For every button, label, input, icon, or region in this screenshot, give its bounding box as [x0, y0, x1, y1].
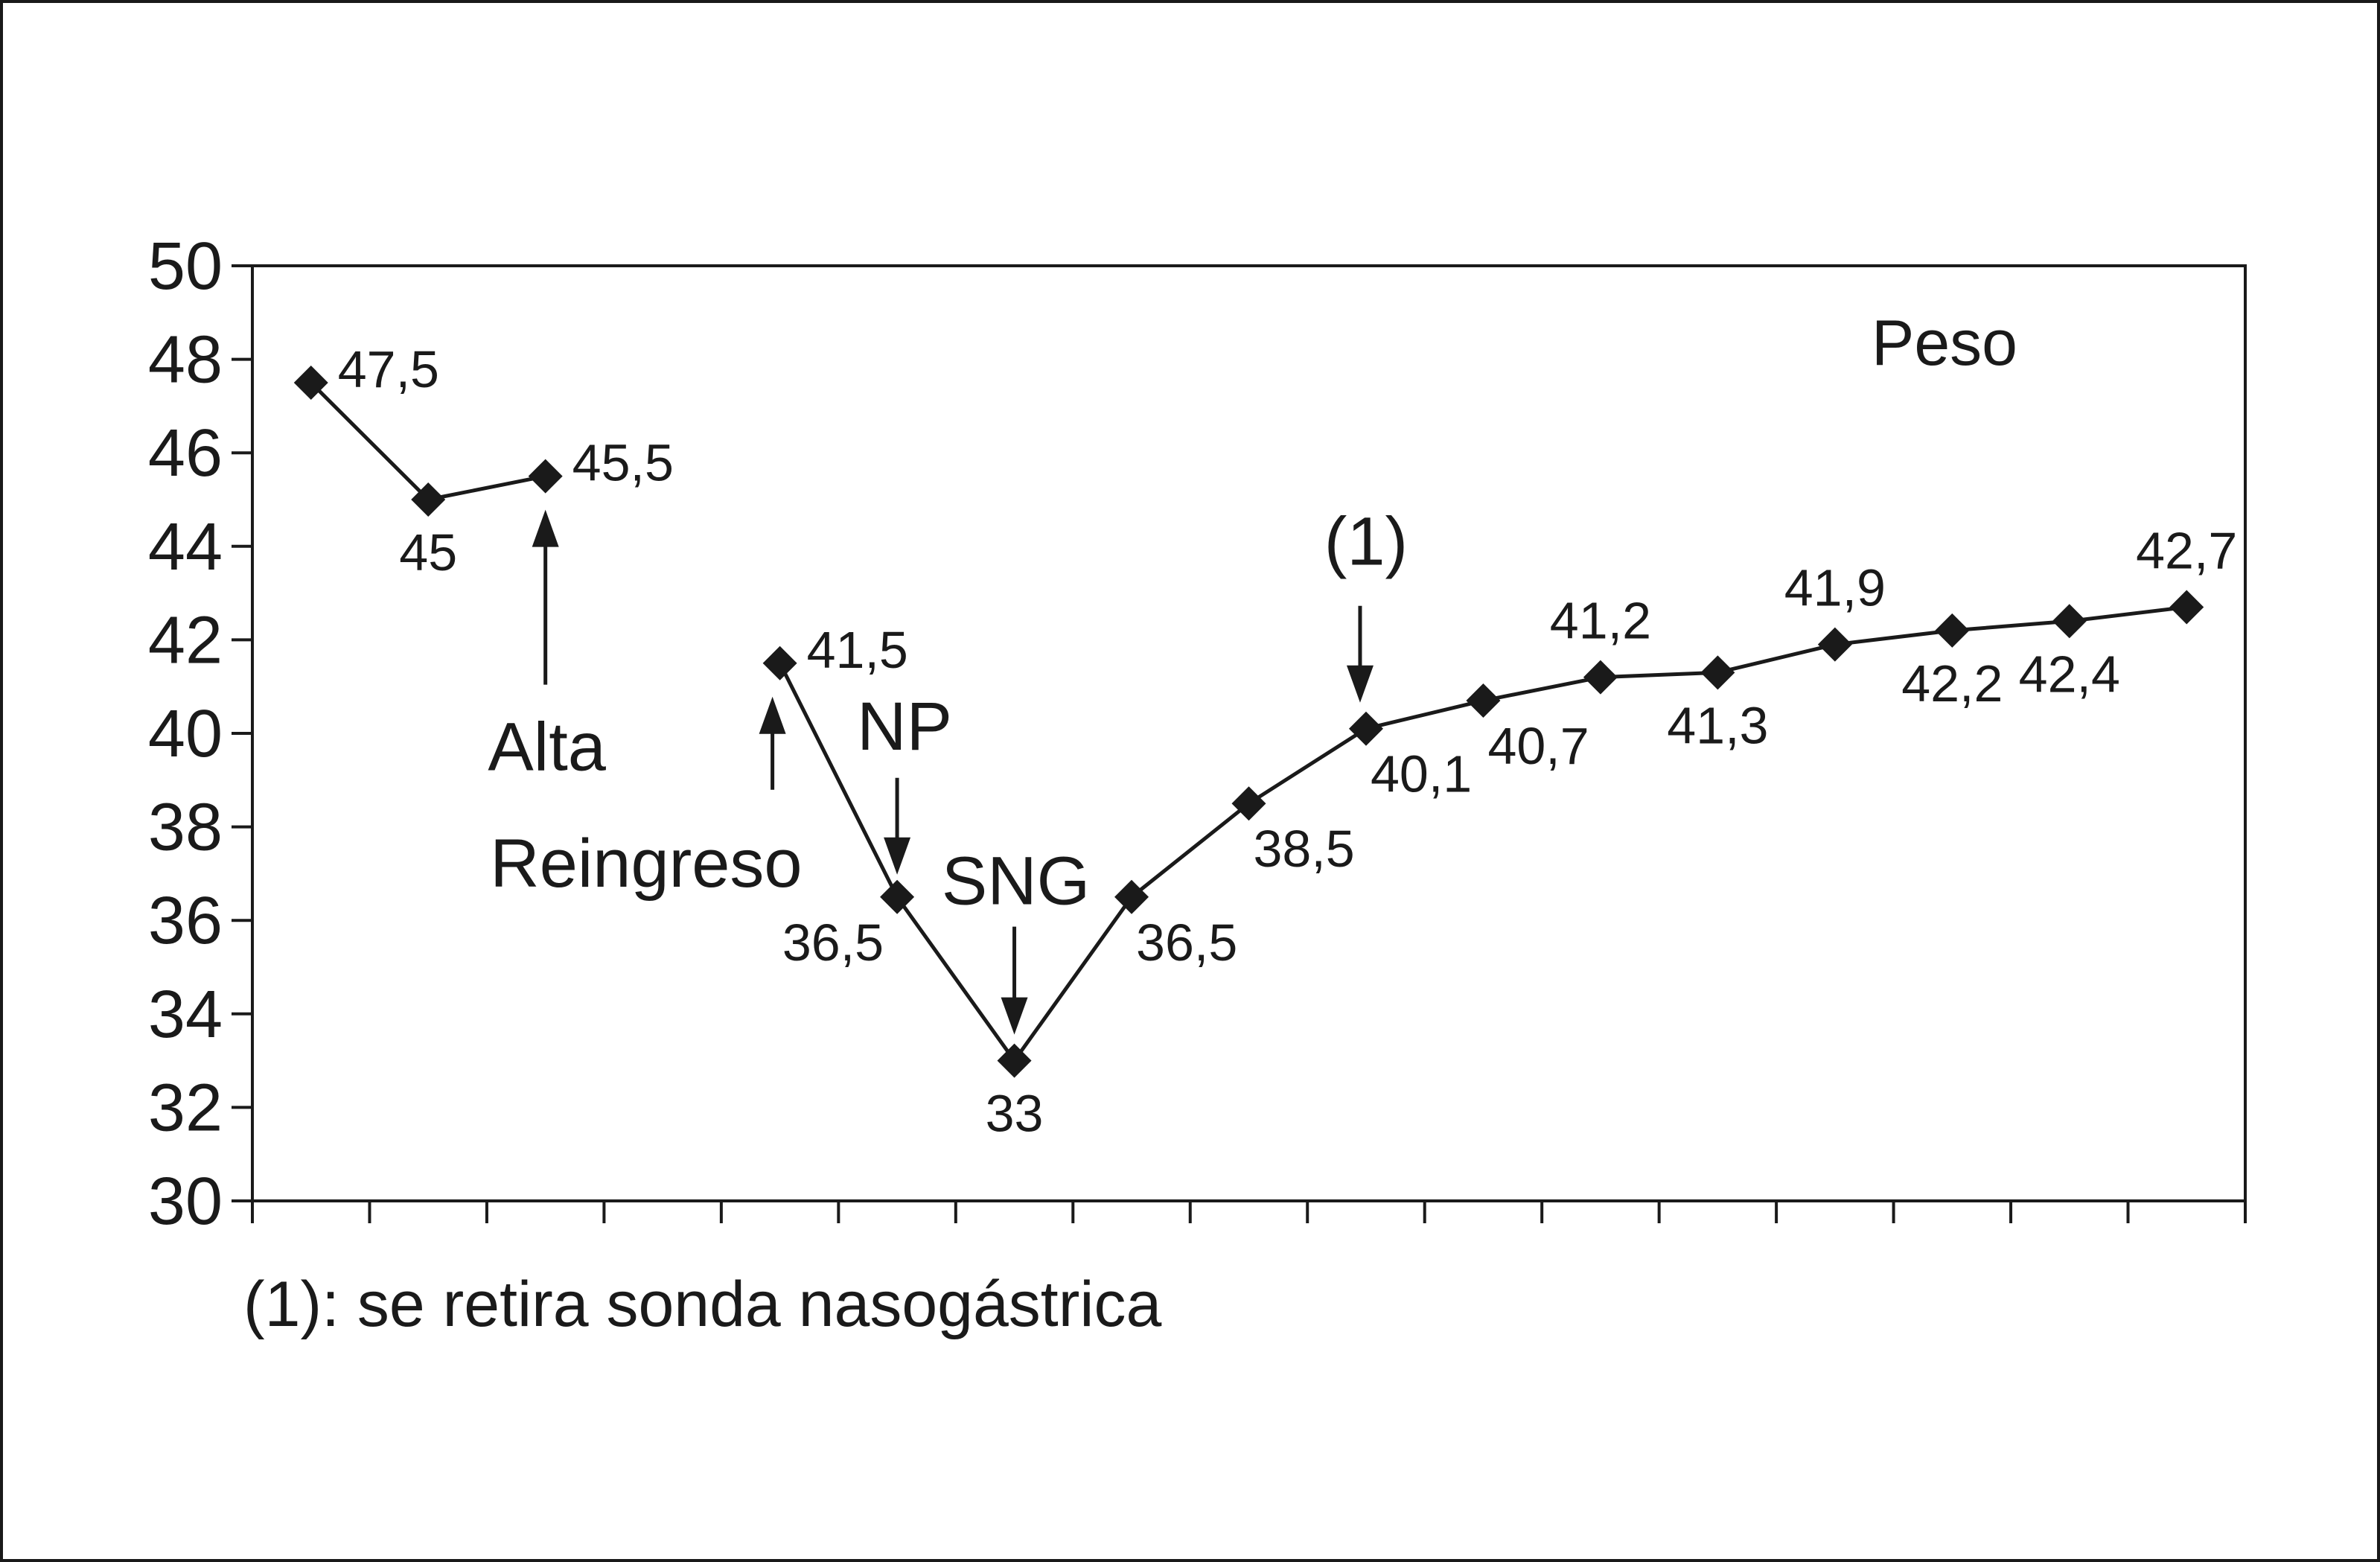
data-labels: 47,5 45 45,5 41,5 36,5 33 36,5 38,5 40,1 40,7 41,2… — [338, 340, 2238, 1143]
y-tick-label: 48 — [148, 323, 223, 398]
data-label: 45,5 — [572, 434, 674, 492]
data-label: 47,5 — [338, 340, 439, 398]
data-point-marker — [1700, 655, 1735, 690]
annotation-label: Reingreso — [490, 826, 802, 902]
data-label: 40,7 — [1487, 717, 1589, 775]
data-point-marker — [1231, 786, 1266, 821]
data-label: 40,1 — [1371, 745, 1472, 803]
data-point-marker — [528, 459, 563, 494]
data-point-marker — [1466, 683, 1501, 718]
data-label: 36,5 — [1136, 914, 1237, 972]
annotation-arrow-head — [1346, 665, 1374, 703]
data-point-marker — [880, 879, 915, 914]
annotation-label: NP — [857, 689, 952, 765]
data-point-marker — [2169, 590, 2204, 625]
annotation-arrow-head — [759, 696, 786, 734]
legend-label: Peso — [1872, 307, 2017, 379]
data-label: 36,5 — [782, 914, 884, 972]
annotation-arrow-head — [532, 509, 559, 547]
y-tick-label: 34 — [148, 978, 223, 1052]
data-markers — [293, 366, 2204, 1078]
y-tick-label: 50 — [148, 229, 223, 304]
data-point-marker — [762, 645, 797, 680]
data-label: 41,5 — [807, 621, 908, 679]
data-point-marker — [411, 482, 446, 517]
data-point-marker — [1114, 879, 1149, 914]
y-tick-label: 42 — [148, 603, 223, 678]
x-axis — [251, 1201, 2247, 1223]
data-point-marker — [1817, 627, 1852, 662]
annotations: Alta Reingreso NP SNG (1) — [488, 504, 1408, 1035]
data-label: 42,2 — [1901, 654, 2003, 713]
y-axis: 30 32 34 36 38 40 42 44 46 48 50 — [148, 229, 252, 1239]
data-label: 41,2 — [1550, 592, 1651, 650]
annotation-arrow-head — [884, 837, 911, 875]
data-label: 33 — [986, 1085, 1044, 1143]
annotation-label: Alta — [488, 710, 606, 785]
y-tick-label: 40 — [148, 697, 223, 771]
data-point-marker — [293, 366, 328, 400]
data-point-marker — [1583, 660, 1618, 695]
footnote: (1): se retira sonda nasogástrica — [243, 1269, 1161, 1340]
y-tick-label: 30 — [148, 1164, 223, 1239]
y-tick-label: 44 — [148, 510, 223, 584]
data-label: 42,7 — [2136, 521, 2237, 579]
y-tick-label: 38 — [148, 791, 223, 865]
y-tick-label: 36 — [148, 884, 223, 958]
data-point-marker — [1348, 711, 1383, 746]
annotation-label: (1) — [1324, 504, 1408, 580]
data-label: 42,4 — [2019, 645, 2120, 703]
data-label: 45 — [399, 523, 457, 581]
data-label: 38,5 — [1254, 820, 1355, 878]
y-tick-label: 32 — [148, 1071, 223, 1145]
data-point-marker — [1935, 613, 1970, 648]
y-tick-label: 46 — [148, 416, 223, 491]
annotation-arrow-head — [1001, 997, 1028, 1035]
data-label: 41,3 — [1667, 696, 1768, 754]
data-label: 41,9 — [1784, 559, 1886, 617]
annotation-label: SNG — [942, 844, 1090, 919]
data-point-marker — [997, 1043, 1032, 1078]
data-point-marker — [2052, 604, 2087, 639]
